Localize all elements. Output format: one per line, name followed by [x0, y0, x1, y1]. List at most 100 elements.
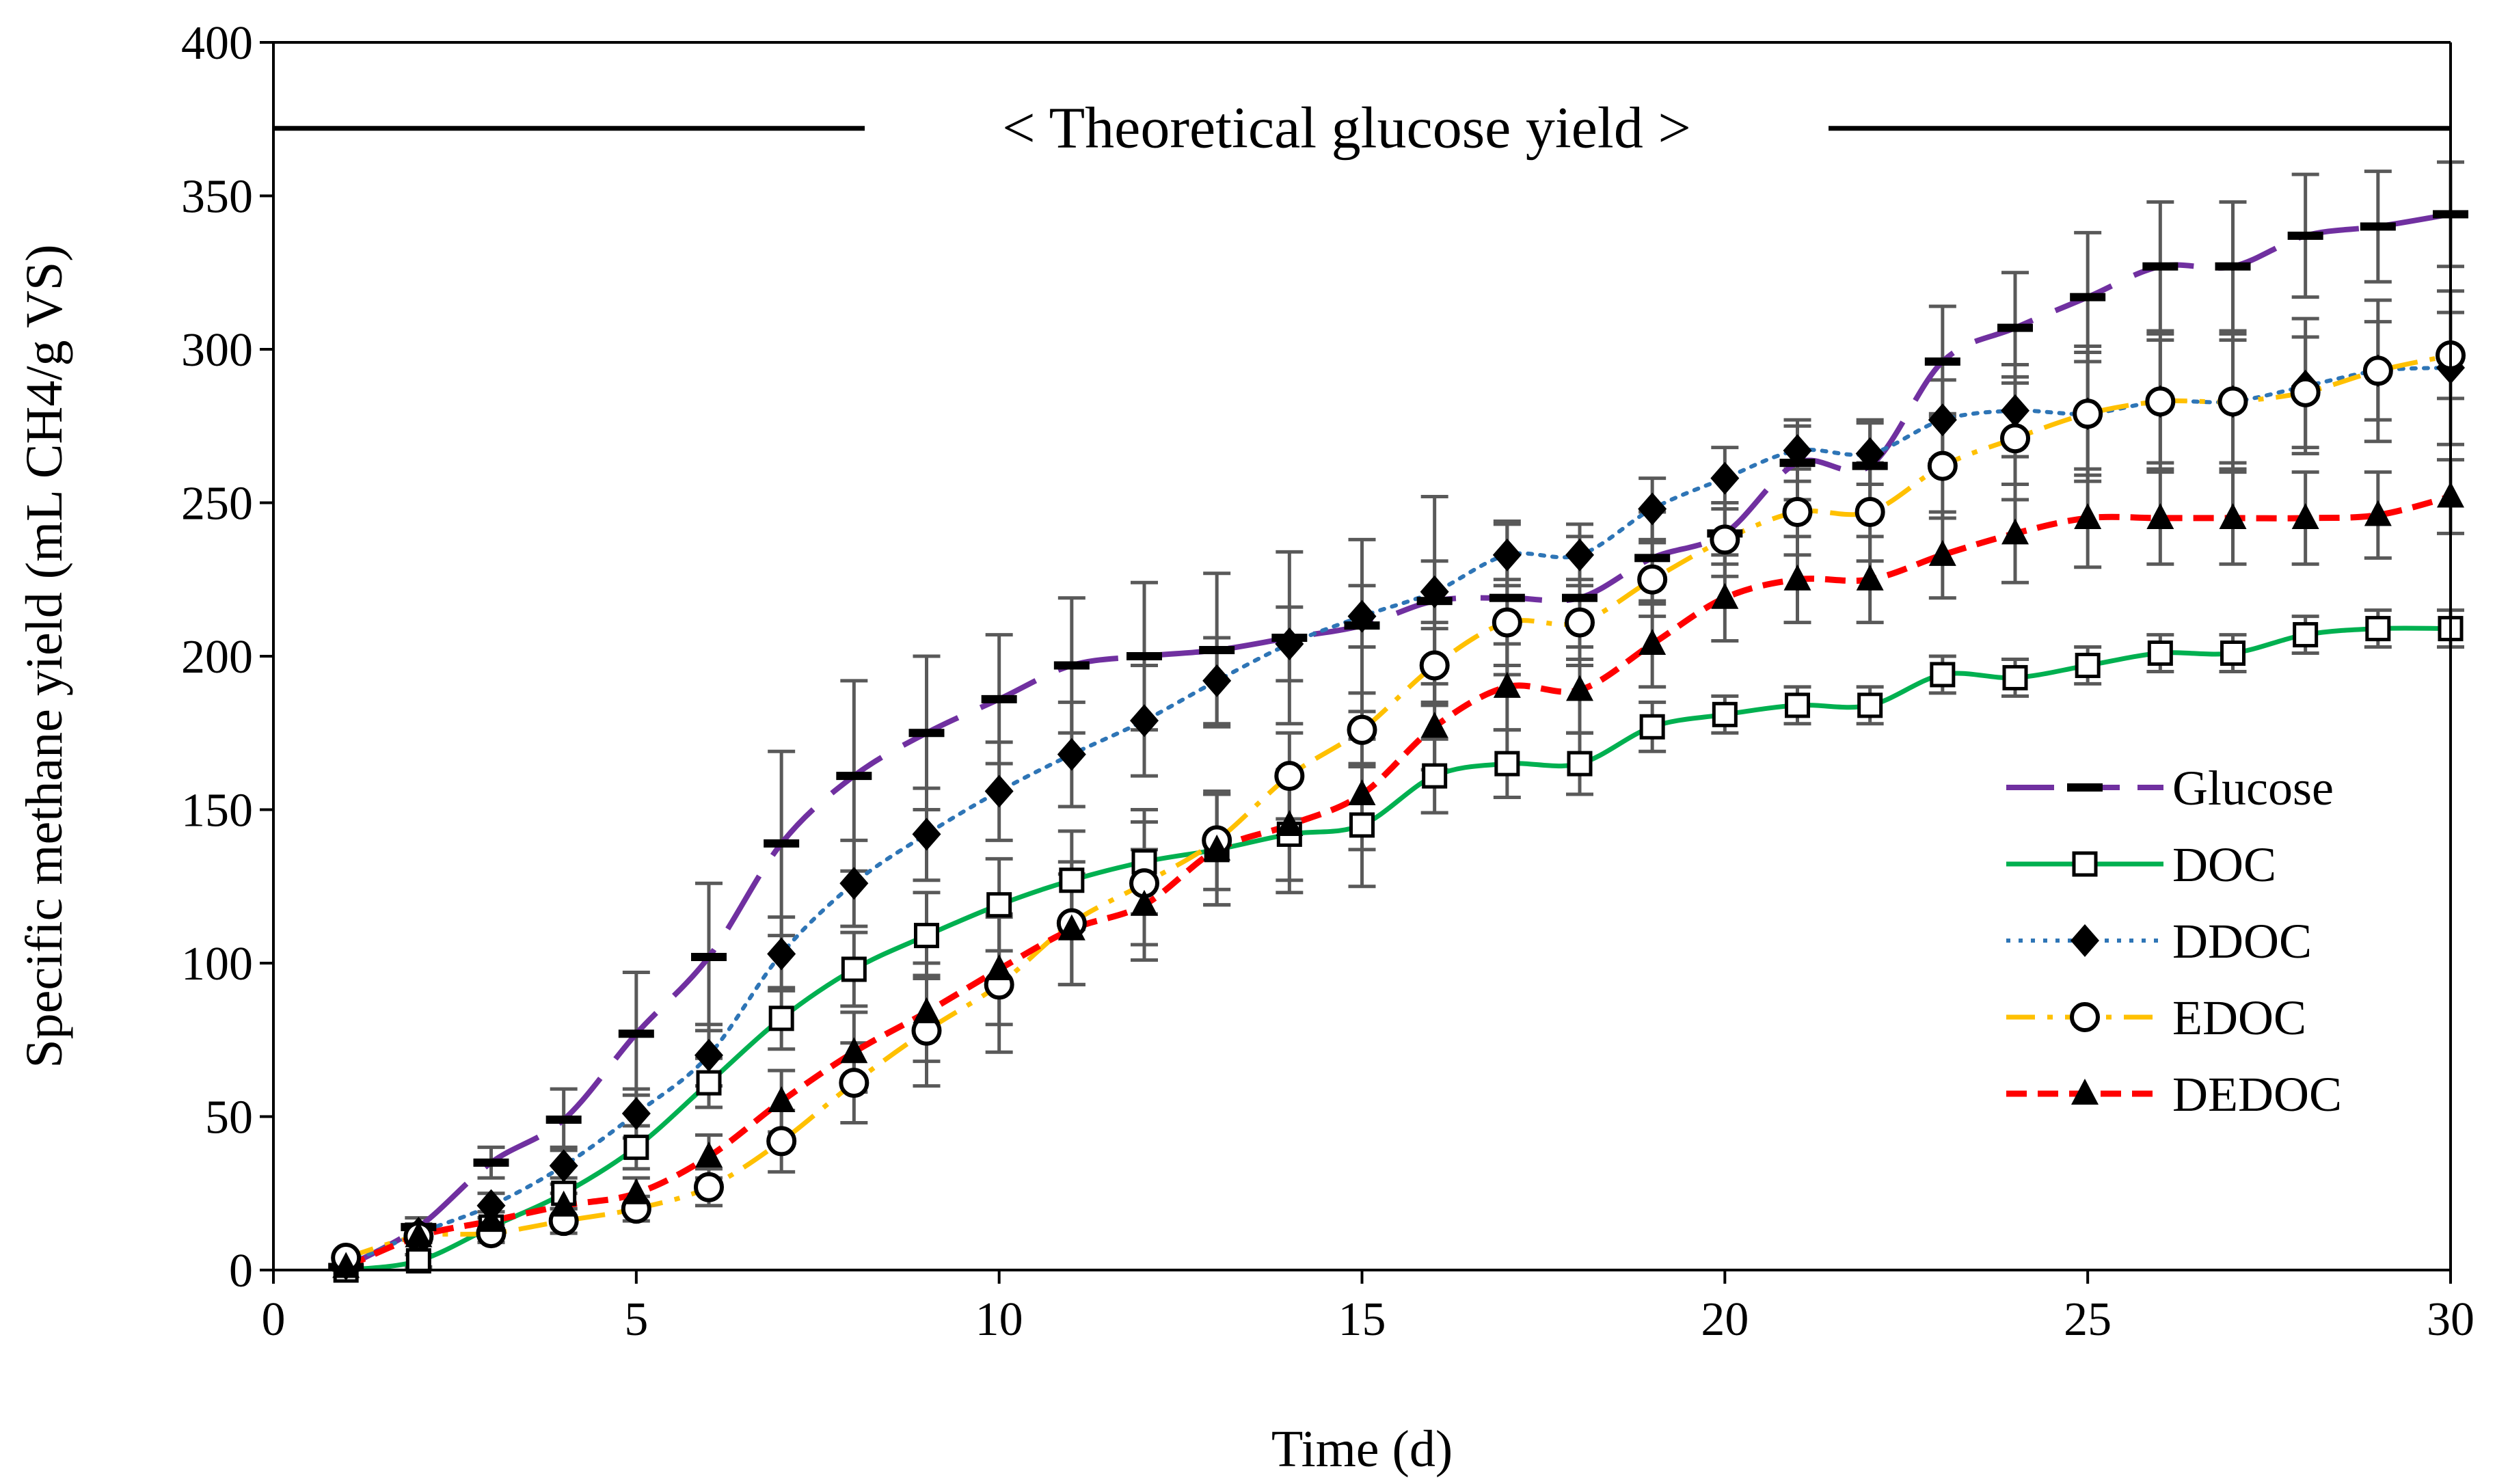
- edoc-data-point: [2073, 399, 2103, 429]
- dedoc-data-point: [840, 1037, 868, 1064]
- ddoc-data-point: [912, 818, 941, 851]
- edoc-data-point: [1565, 607, 1595, 638]
- glucose-data-point: [1997, 323, 2033, 332]
- legend-item-dedoc: DEDOC: [2006, 1067, 2342, 1122]
- dedoc-data-point: [405, 1221, 433, 1247]
- edoc-data-point: [1637, 564, 1668, 595]
- edoc-series-line: [345, 353, 2451, 1260]
- doc-data-point: [914, 923, 939, 949]
- dedoc-data-point: [985, 954, 1013, 980]
- doc-data-point: [768, 1006, 794, 1031]
- doc-data-point: [2293, 622, 2319, 648]
- doc-data-point: [2147, 640, 2173, 666]
- edoc-data-point: [1347, 714, 1377, 745]
- dedoc-data-point: [1203, 834, 1231, 861]
- x-axis-label: Time (d): [1271, 1420, 1453, 1478]
- legend-item-glucose: Glucose: [2006, 761, 2334, 815]
- legend-marker-glucose: [2067, 783, 2103, 792]
- y-tick-label: 100: [181, 938, 253, 990]
- doc-data-point: [1422, 763, 1448, 789]
- edoc-data-point: [1419, 650, 1450, 681]
- glucose-data-point: [908, 729, 945, 738]
- dedoc-data-point: [2291, 502, 2319, 529]
- dedoc-data-point: [1131, 889, 1158, 916]
- doc-data-point: [1639, 714, 1665, 740]
- y-tick-label: 300: [181, 324, 253, 377]
- doc-data-point: [2075, 652, 2101, 678]
- legend-label-ddoc: DDOC: [2172, 914, 2312, 969]
- edoc-data-point: [1782, 496, 1813, 527]
- edoc-data-point: [766, 1126, 797, 1157]
- glucose-data-point: [1489, 593, 1525, 602]
- doc-data-point: [986, 892, 1012, 918]
- ddoc-data-point: [1855, 437, 1885, 470]
- edoc-data-point: [2362, 355, 2393, 386]
- glucose-data-point: [981, 694, 1017, 703]
- ddoc-data-point: [1347, 599, 1377, 633]
- y-tick-label: 0: [229, 1245, 253, 1297]
- series-lines: [344, 211, 2453, 1273]
- x-tick-label: 30: [2427, 1293, 2474, 1346]
- ddoc-data-point: [1057, 738, 1086, 771]
- ddoc-data-point: [1638, 492, 1667, 526]
- y-tick-label: 150: [181, 785, 253, 837]
- ddoc-data-point: [1783, 434, 1812, 468]
- dedoc-data-point: [1057, 914, 1085, 941]
- edoc-data-point: [2000, 423, 2030, 454]
- dedoc-data-point: [477, 1206, 505, 1232]
- legend-label-edoc: EDOC: [2172, 990, 2306, 1045]
- ddoc-data-point: [621, 1097, 651, 1131]
- edoc-data-point: [1927, 450, 1958, 481]
- dedoc-data-point: [2001, 518, 2029, 545]
- doc-data-point: [1567, 751, 1593, 777]
- edoc-data-point: [2217, 386, 2248, 417]
- glucose-data-point: [1634, 554, 1671, 563]
- edoc-data-point: [839, 1068, 869, 1098]
- glucose-data-point: [1562, 593, 1597, 602]
- doc-data-point: [696, 1070, 722, 1096]
- legend-marker-doc: [2072, 851, 2098, 877]
- glucose-series-line: [345, 211, 2451, 1270]
- x-tick-label: 0: [262, 1293, 286, 1346]
- doc-data-point: [841, 956, 867, 982]
- legend-item-edoc: EDOC: [2006, 990, 2306, 1045]
- ddoc-data-point: [1130, 704, 1159, 738]
- glucose-data-point: [2142, 262, 2179, 271]
- ddoc-data-point: [694, 1038, 723, 1072]
- legend-item-ddoc: DDOC: [2006, 914, 2312, 969]
- ddoc-series-line: [344, 365, 2453, 1267]
- dedoc-data-point: [913, 997, 941, 1023]
- legend: Glucose DOC DDOC EDOC DEDOC: [2006, 761, 2342, 1122]
- series-markers: [328, 210, 2468, 1283]
- y-axis-label: Specific methane yield (mL CH4/g VS): [16, 244, 73, 1068]
- dedoc-data-point: [1420, 712, 1448, 738]
- doc-data-point: [1494, 751, 1520, 777]
- ddoc-data-point: [1492, 538, 1522, 571]
- doc-data-point: [2002, 664, 2028, 690]
- dedoc-data-point: [2219, 502, 2247, 529]
- ddoc-data-point: [1928, 403, 1957, 437]
- edoc-data-point: [2290, 377, 2321, 407]
- dedoc-data-point: [1711, 582, 1739, 609]
- dedoc-data-point: [1638, 629, 1667, 656]
- x-tick-label: 5: [624, 1293, 648, 1346]
- legend-item-doc: DOC: [2006, 837, 2276, 892]
- doc-data-point: [1712, 701, 1738, 727]
- theoretical-yield-label: < Theoretical glucose yield >: [1002, 95, 1691, 161]
- y-tick-label: 400: [181, 17, 253, 70]
- glucose-data-point: [1199, 646, 1235, 655]
- y-tick-label: 50: [205, 1092, 253, 1144]
- y-tick-label: 250: [181, 478, 253, 530]
- glucose-data-point: [764, 839, 800, 848]
- doc-data-point: [1930, 662, 1956, 688]
- glucose-data-point: [691, 953, 727, 962]
- dedoc-data-point: [1566, 675, 1593, 701]
- ddoc-data-point: [1420, 575, 1449, 608]
- dedoc-data-point: [695, 1141, 723, 1168]
- edoc-data-point: [1492, 607, 1522, 638]
- glucose-data-point: [1127, 652, 1162, 660]
- doc-data-point: [2220, 640, 2246, 666]
- legend-label-dedoc: DEDOC: [2172, 1067, 2342, 1122]
- glucose-data-point: [2070, 293, 2106, 301]
